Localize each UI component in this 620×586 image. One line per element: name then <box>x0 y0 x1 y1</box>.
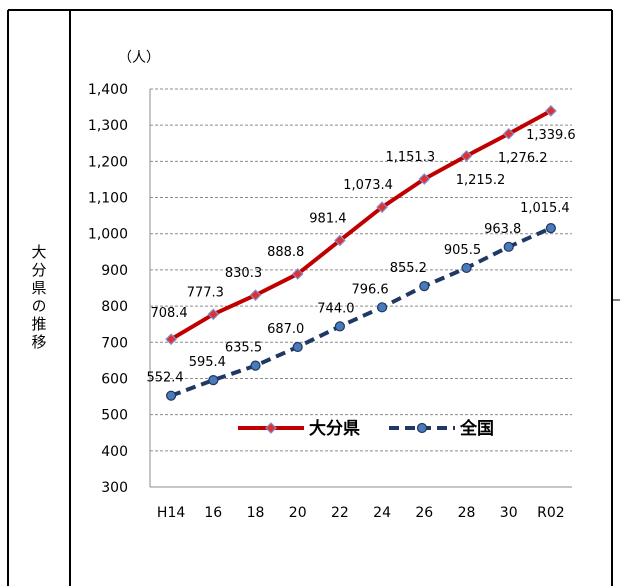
y-tick-label: 600 <box>101 371 128 387</box>
data-label: 744.0 <box>317 301 354 316</box>
y-tick-label: 500 <box>101 408 128 424</box>
x-tick-label: 30 <box>500 505 518 521</box>
data-point <box>503 241 514 252</box>
data-label: 1,276.2 <box>498 151 548 166</box>
y-tick-label: 300 <box>101 480 128 496</box>
data-point <box>292 341 303 353</box>
data-point <box>208 375 219 386</box>
data-point <box>502 127 515 140</box>
y-tick-label: 1,200 <box>88 154 128 170</box>
data-label: 963.8 <box>484 222 521 237</box>
x-tick-label: 16 <box>204 505 222 521</box>
x-tick-label: 28 <box>458 505 476 521</box>
legend-label: 全国 <box>459 418 494 439</box>
x-tick-label: 26 <box>415 505 433 521</box>
y-tick-label: 800 <box>101 299 128 315</box>
data-point <box>249 289 262 301</box>
y-unit-label: （人） <box>118 50 160 66</box>
x-tick-label: 22 <box>331 505 349 521</box>
data-point <box>545 223 557 234</box>
data-label: 981.4 <box>309 211 346 226</box>
row-header-cell: 大分県の推移 <box>8 10 70 586</box>
x-tick-label: 20 <box>289 505 307 521</box>
data-point <box>291 268 304 280</box>
data-label: 1,015.4 <box>520 201 570 216</box>
data-point <box>461 262 472 274</box>
x-tick-label: 24 <box>373 505 391 521</box>
data-point <box>250 360 261 371</box>
data-point <box>460 150 473 162</box>
legend-marker <box>416 422 428 434</box>
data-label: 595.4 <box>189 355 226 370</box>
axis-layer: 300 400 500 600 700 800 900 1,000 1,100 1,200 1,30… <box>88 82 572 521</box>
y-tick-label: 1,300 <box>88 118 128 134</box>
y-tick-label: 1,000 <box>88 227 128 243</box>
y-tick-label: 700 <box>101 335 128 351</box>
y-tick-label: 1,400 <box>88 82 128 98</box>
data-label: 796.6 <box>351 282 388 297</box>
data-label: 708.4 <box>150 306 187 321</box>
data-point <box>334 321 345 332</box>
series-line <box>170 109 552 341</box>
data-label: 905.5 <box>444 243 481 258</box>
data-point <box>166 390 177 401</box>
data-point <box>334 234 346 247</box>
legend-label: 大分県 <box>309 418 360 439</box>
x-tick-label: 18 <box>247 505 265 521</box>
legend: 大分県 全国 <box>238 418 494 439</box>
data-label: 635.5 <box>225 341 262 356</box>
grid-layer <box>150 88 572 452</box>
y-tick-label: 1,100 <box>88 191 128 207</box>
data-point <box>377 302 388 313</box>
data-label: 830.3 <box>225 266 262 281</box>
series-layer <box>165 105 557 401</box>
data-point <box>545 105 557 117</box>
data-label: 552.4 <box>146 371 183 386</box>
y-tick-label: 400 <box>101 444 128 460</box>
data-point <box>418 173 431 185</box>
x-tick-label: R02 <box>537 505 565 521</box>
data-label: 855.2 <box>390 261 427 276</box>
row-header-label: 大分県の推移 <box>29 244 48 352</box>
data-label: 777.3 <box>187 285 224 300</box>
data-label: 1,215.2 <box>456 173 506 188</box>
legend-marker <box>265 422 277 434</box>
data-label: 1,151.3 <box>385 150 435 165</box>
data-label: 1,073.4 <box>343 178 393 193</box>
data-point <box>376 201 388 214</box>
data-label: 888.8 <box>267 245 304 260</box>
x-tick-label: H14 <box>157 505 185 521</box>
y-tick-label: 900 <box>101 263 128 279</box>
data-point <box>419 281 430 292</box>
data-label: 1,339.6 <box>526 128 576 143</box>
series-line <box>170 226 552 398</box>
data-label: 687.0 <box>267 322 304 337</box>
data-point <box>207 308 220 321</box>
data-point <box>165 333 177 346</box>
